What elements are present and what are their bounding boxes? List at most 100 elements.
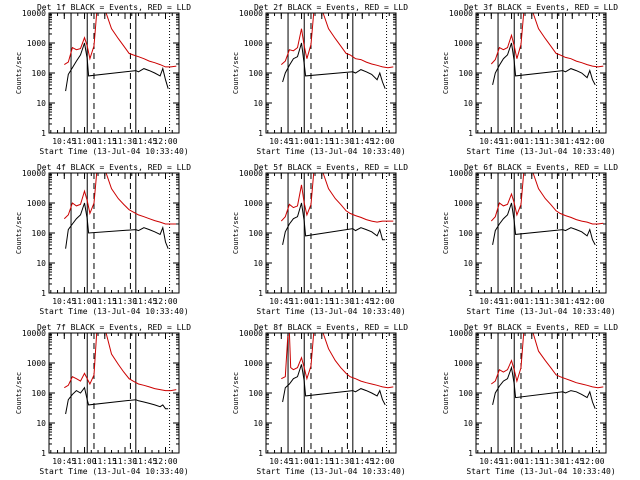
x-tick-label: 11:30 (330, 297, 354, 306)
y-tick-label: 10 (253, 419, 263, 428)
x-tick-label: 12:00 (370, 137, 394, 146)
x-axis-label: Start Time (13-Jul-04 10:33:40) (256, 307, 405, 316)
y-tick-label: 1000 (27, 359, 46, 368)
x-tick-label: 11:00 (72, 457, 96, 466)
x-tick-label: 12:00 (580, 457, 604, 466)
x-tick-label: 10:45 (479, 297, 503, 306)
x-tick-label: 11:45 (133, 137, 157, 146)
series-events-line (282, 202, 386, 246)
y-tick-label: 1000 (454, 359, 473, 368)
x-axis-label: Start Time (13-Jul-04 10:33:40) (39, 307, 188, 316)
series-lld-line (491, 332, 604, 389)
y-tick-label: 10000 (239, 169, 263, 178)
x-tick-label: 11:15 (93, 297, 117, 306)
chart-panel: Det 6f BLACK = Events, RED = LLD 1 10 100 10… (442, 163, 618, 316)
x-tick-label: 11:15 (93, 137, 117, 146)
y-axis-label: Counts/sec (15, 52, 23, 94)
x-tick-label: 11:30 (113, 297, 137, 306)
x-tick-label: 11:00 (72, 137, 96, 146)
x-tick-label: 12:00 (370, 457, 394, 466)
x-tick-label: 11:45 (133, 457, 157, 466)
y-tick-label: 100 (32, 229, 47, 238)
y-axis-label: Counts/sec (232, 372, 240, 414)
y-tick-label: 1000 (244, 359, 263, 368)
plot-frame (475, 172, 607, 294)
series-events-line (65, 42, 169, 92)
x-tick-label: 11:00 (499, 297, 523, 306)
y-axis-label: Counts/sec (442, 52, 450, 94)
x-tick-label: 12:00 (153, 137, 177, 146)
series-lld-line (280, 12, 394, 69)
series-events-line (492, 42, 596, 86)
y-tick-label: 100 (249, 389, 264, 398)
y-tick-label: 10 (463, 99, 473, 108)
x-tick-label: 11:15 (310, 457, 334, 466)
x-tick-label: 10:45 (269, 137, 293, 146)
chart-title: Det 8f BLACK = Events, RED = LLD (254, 323, 408, 332)
series-lld-line (490, 172, 604, 225)
y-tick-label: 10 (463, 419, 473, 428)
x-tick-label: 11:00 (289, 137, 313, 146)
y-tick-label: 10000 (239, 329, 263, 338)
y-tick-label: 10000 (22, 329, 46, 338)
y-tick-label: 100 (459, 229, 474, 238)
x-tick-label: 11:30 (113, 137, 137, 146)
y-tick-label: 10 (36, 419, 46, 428)
y-tick-label: 1 (41, 129, 46, 138)
series-lld-line (64, 12, 177, 68)
x-axis-label: Start Time (13-Jul-04 10:33:40) (466, 467, 615, 476)
x-tick-label: 11:00 (499, 457, 523, 466)
y-tick-label: 10 (253, 259, 263, 268)
plot-frame (48, 172, 180, 294)
x-tick-label: 11:30 (113, 457, 137, 466)
series-events-line (65, 386, 169, 415)
x-axis-label: Start Time (13-Jul-04 10:33:40) (39, 147, 188, 156)
series-events-line (492, 202, 596, 246)
y-tick-label: 1 (41, 449, 46, 458)
y-tick-label: 10000 (22, 9, 46, 18)
x-tick-label: 11:00 (289, 297, 313, 306)
chart-title: Det 2f BLACK = Events, RED = LLD (254, 3, 408, 12)
series-lld-line (64, 332, 177, 392)
y-tick-label: 1000 (454, 39, 473, 48)
x-axis-label: Start Time (13-Jul-04 10:33:40) (39, 467, 188, 476)
x-tick-label: 11:45 (350, 457, 374, 466)
chart-title: Det 3f BLACK = Events, RED = LLD (464, 3, 618, 12)
chart-panel: Det 8f BLACK = Events, RED = LLD 1 10 100 10… (232, 323, 408, 476)
x-tick-label: 11:15 (520, 297, 544, 306)
x-tick-label: 12:00 (153, 297, 177, 306)
y-tick-label: 100 (32, 69, 47, 78)
series-lld-line (490, 12, 604, 68)
x-tick-label: 11:00 (72, 297, 96, 306)
x-tick-label: 11:30 (540, 457, 564, 466)
series-events-line (65, 202, 169, 249)
x-tick-label: 11:15 (520, 137, 544, 146)
y-tick-label: 100 (459, 69, 474, 78)
y-axis-label: Counts/sec (232, 212, 240, 254)
x-tick-label: 11:45 (133, 297, 157, 306)
y-tick-label: 1000 (27, 199, 46, 208)
chart-title: Det 1f BLACK = Events, RED = LLD (37, 3, 191, 12)
y-axis-label: Counts/sec (15, 212, 23, 254)
y-tick-label: 10000 (239, 9, 263, 18)
y-tick-label: 100 (459, 389, 474, 398)
y-axis-label: Counts/sec (442, 212, 450, 254)
x-tick-label: 10:45 (479, 457, 503, 466)
chart-panel: Det 9f BLACK = Events, RED = LLD 1 10 100 10… (442, 323, 618, 476)
x-axis-label: Start Time (13-Jul-04 10:33:40) (256, 467, 405, 476)
x-tick-label: 12:00 (153, 457, 177, 466)
y-tick-label: 1000 (244, 199, 263, 208)
x-tick-label: 11:45 (350, 137, 374, 146)
y-tick-label: 1 (258, 449, 263, 458)
chart-panel: Det 4f BLACK = Events, RED = LLD 1 10 100 10… (15, 163, 191, 316)
x-tick-label: 10:45 (269, 457, 293, 466)
y-tick-label: 1 (258, 289, 263, 298)
y-tick-label: 100 (249, 229, 264, 238)
x-axis-label: Start Time (13-Jul-04 10:33:40) (466, 307, 615, 316)
x-axis-label: Start Time (13-Jul-04 10:33:40) (256, 147, 405, 156)
x-tick-label: 12:00 (580, 297, 604, 306)
x-tick-label: 12:00 (370, 297, 394, 306)
chart-panel: Det 3f BLACK = Events, RED = LLD 1 10 100 10… (442, 3, 618, 156)
series-lld-line (63, 172, 177, 225)
